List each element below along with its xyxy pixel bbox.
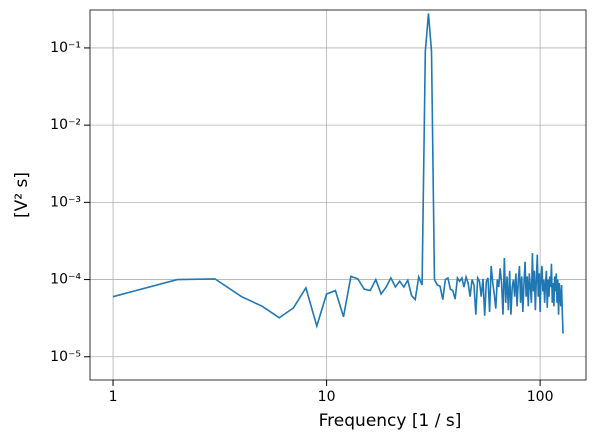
plot-frame [89, 9, 587, 381]
x-tick-label: 100 [527, 389, 554, 405]
y-axis-label: [V² s] [12, 172, 32, 218]
y-tick-label: 10⁻² [50, 117, 81, 133]
data-line [112, 13, 564, 334]
y-tick-label: 10⁻¹ [50, 40, 81, 56]
y-tick-label: 10⁻⁴ [50, 272, 81, 288]
x-tick-label: 1 [109, 389, 118, 405]
x-tick-label: 10 [318, 389, 336, 405]
y-tick-label: 10⁻⁵ [50, 349, 81, 365]
y-tick-label: 10⁻³ [50, 194, 81, 210]
x-axis-label: Frequency [1 / s] [319, 411, 462, 431]
